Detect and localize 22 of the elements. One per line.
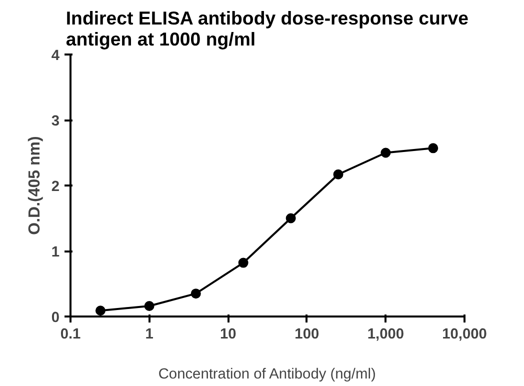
x-tick-label: 0.1 — [60, 326, 81, 342]
point — [286, 213, 296, 224]
y-tick-label: 0 — [51, 310, 60, 326]
x-tick-label: 10 — [220, 326, 236, 342]
point — [190, 288, 201, 299]
point — [428, 143, 438, 154]
x-tick-label: 1 — [145, 326, 154, 342]
y-tick-label: 3 — [51, 114, 60, 130]
point — [144, 301, 154, 312]
y-tick-label: 1 — [51, 244, 60, 260]
y-tick-label: 4 — [51, 48, 60, 64]
chart-title: Indirect ELISA antibody dose-response curve antigen at 1000 ng/ml — [66, 8, 468, 50]
y-tick-label: 2 — [51, 179, 60, 195]
x-tick-label: 1,000 — [367, 326, 404, 342]
y-axis-title: O.D.(405 nm) — [26, 136, 44, 235]
x-tick-label: 100 — [294, 326, 320, 342]
point — [380, 148, 391, 158]
x-tick-label: 10,000 — [442, 326, 487, 342]
point — [238, 258, 248, 268]
point — [95, 306, 106, 316]
point — [333, 169, 344, 180]
x-axis-title: Concentration of Antibody (ng/ml) — [158, 366, 376, 382]
